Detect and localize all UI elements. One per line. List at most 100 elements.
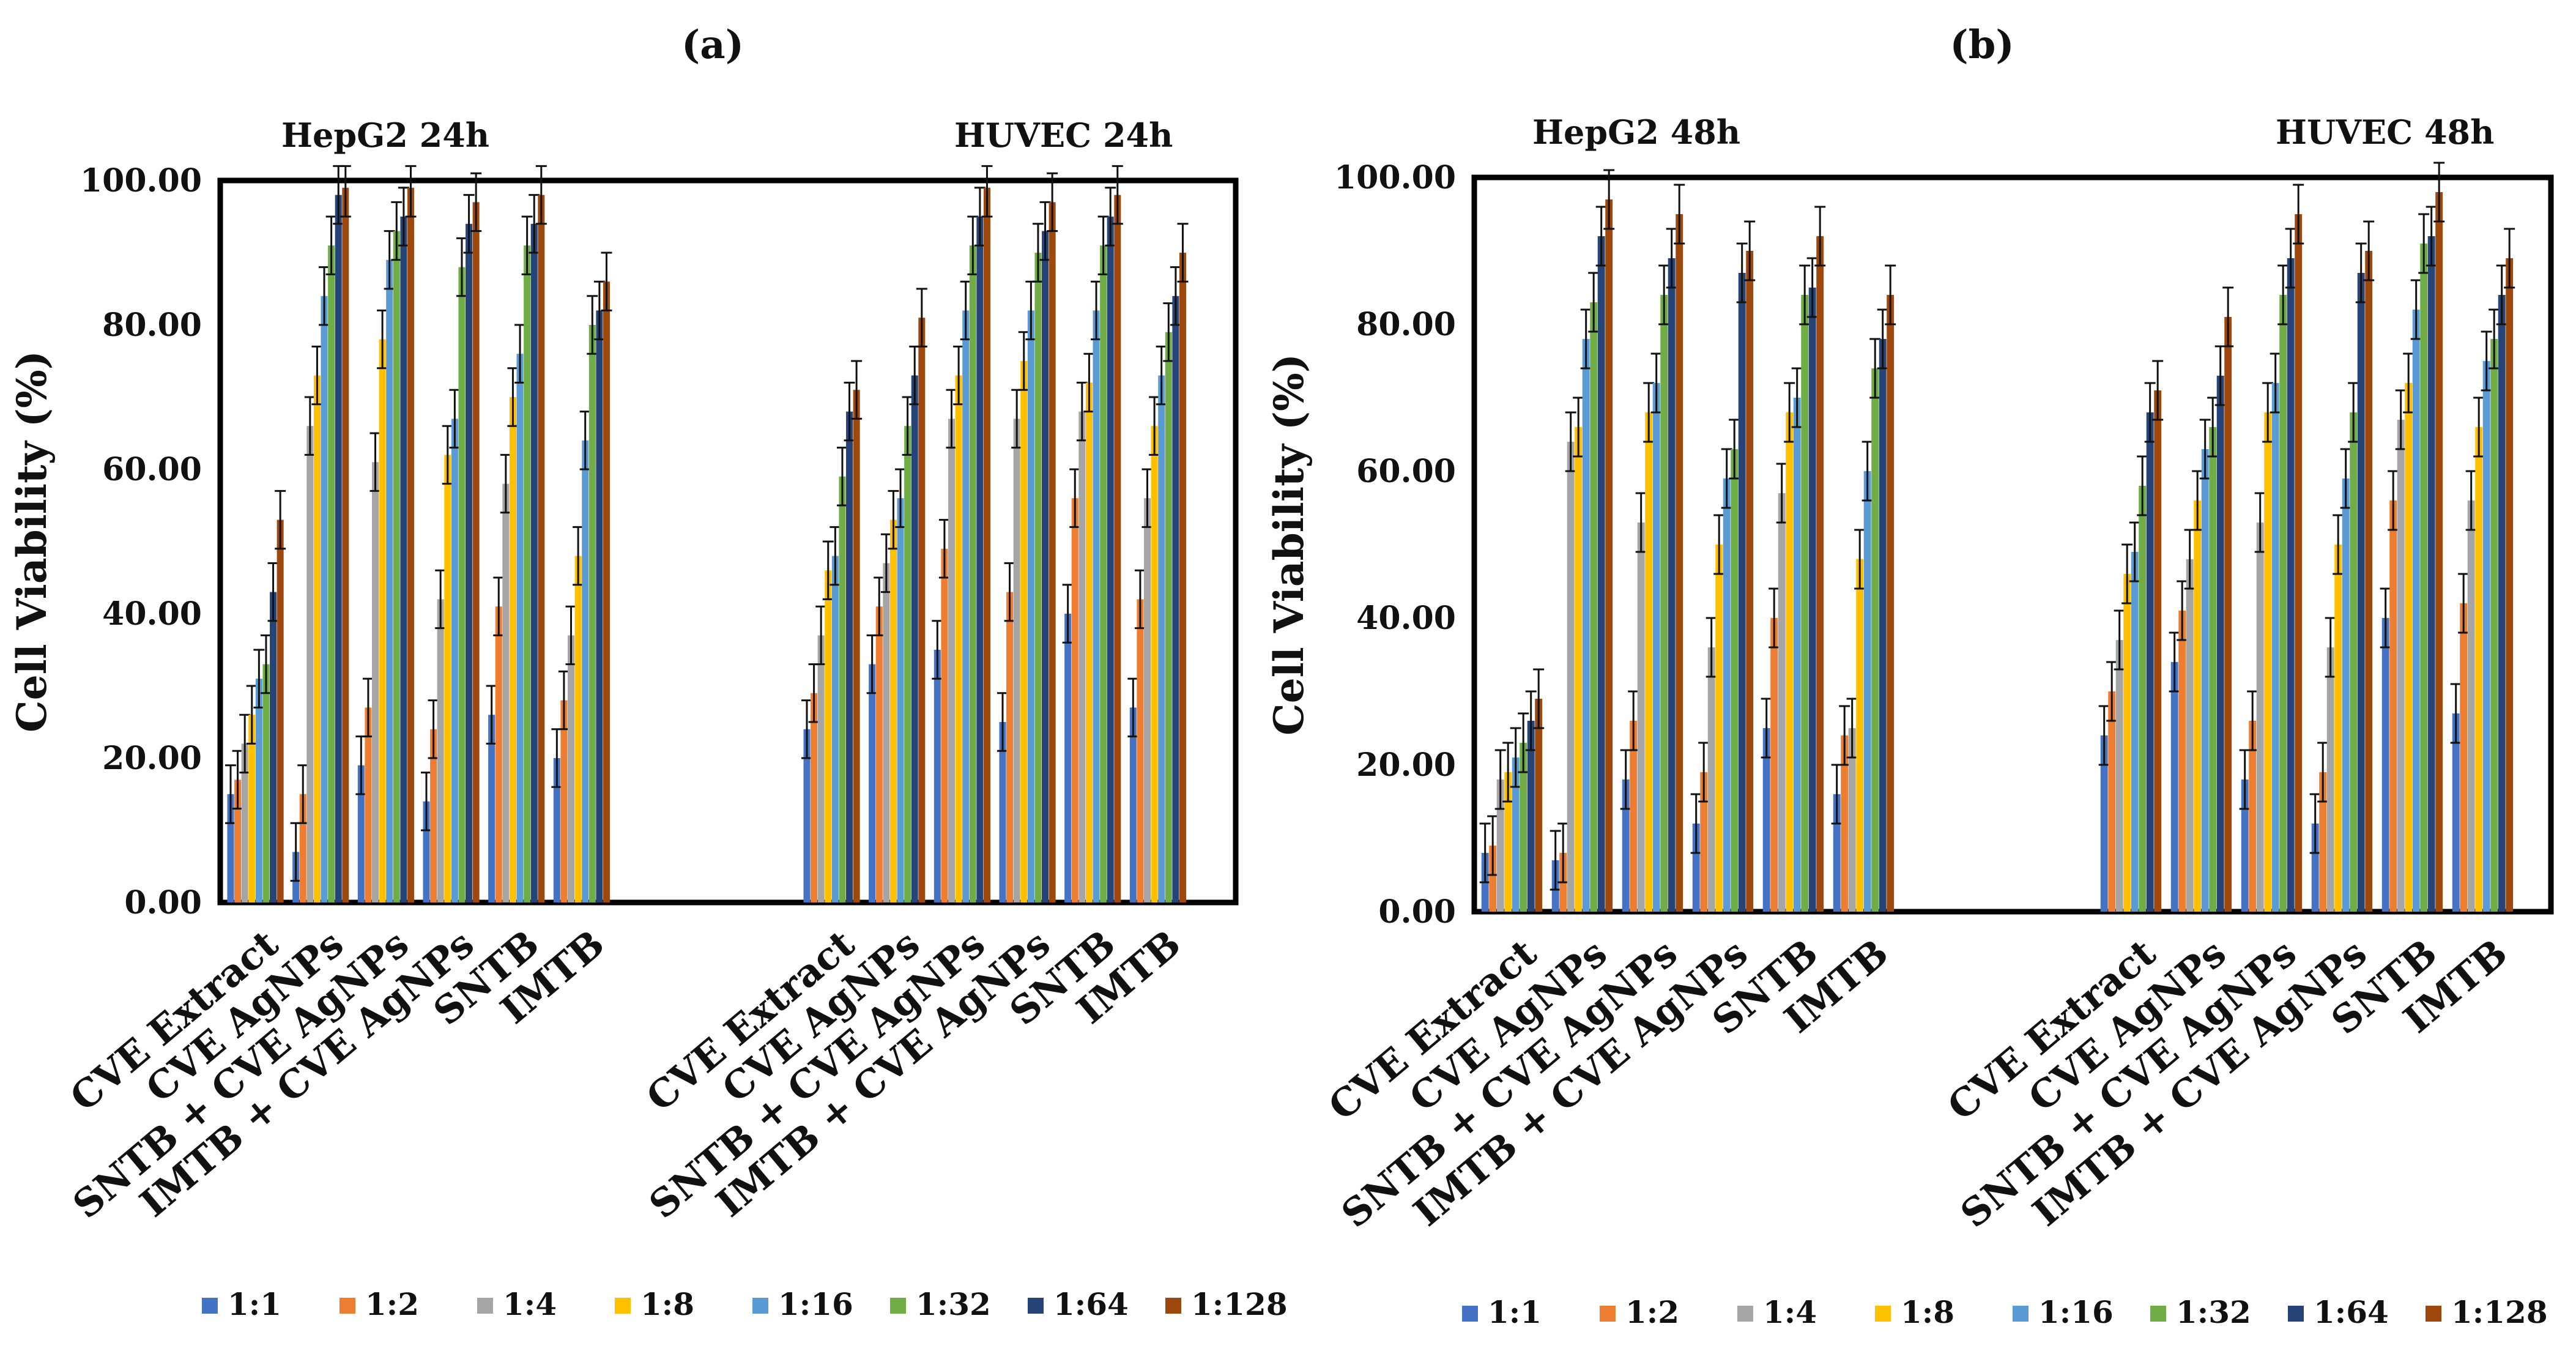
- y-tick-label: 40.00: [102, 595, 202, 633]
- bar: [2420, 244, 2428, 912]
- legend: 1:1 1:2 1:4 1:8 1:16 1:32 1:64 1:128: [202, 1286, 1288, 1322]
- bar: [2279, 295, 2287, 912]
- bar: [2334, 545, 2342, 912]
- bar: [1020, 361, 1028, 902]
- bar: [2397, 420, 2405, 912]
- bar: [365, 707, 372, 902]
- bar: [811, 693, 818, 902]
- group-title: HepG2 24h: [281, 116, 489, 155]
- bar: [603, 281, 610, 902]
- bar: [1715, 545, 1723, 912]
- bar: [1129, 707, 1137, 902]
- bar: [1042, 231, 1049, 903]
- y-tick-label: 60.00: [102, 451, 202, 488]
- y-tick-label: 60.00: [1356, 453, 1456, 490]
- plot-frame: [1471, 174, 2554, 915]
- bar: [2201, 449, 2209, 912]
- bar: [488, 715, 496, 902]
- legend-entry-label: 1:128: [1191, 1286, 1288, 1322]
- bar: [2256, 523, 2264, 912]
- bar: [2108, 691, 2116, 912]
- legend: 1:1 1:2 1:4 1:8 1:16 1:32 1:64 1:128: [1462, 1294, 2548, 1330]
- bar: [1151, 426, 1158, 902]
- bar: [1848, 728, 1856, 912]
- bar: [306, 426, 314, 902]
- bar: [2271, 383, 2279, 912]
- y-tick-label: 100.00: [1334, 159, 1456, 196]
- bar: [934, 650, 941, 902]
- legend-swatch: [2426, 1306, 2441, 1322]
- bar: [248, 715, 256, 902]
- bar: [941, 548, 948, 902]
- bar: [889, 519, 897, 902]
- bar: [466, 223, 473, 902]
- bar: [538, 195, 545, 903]
- legend-entry-label: 1:64: [2314, 1294, 2389, 1330]
- bar: [1801, 295, 1809, 912]
- bar: [277, 519, 284, 902]
- bar: [1158, 375, 1165, 902]
- bar: [2146, 412, 2154, 912]
- bar: [524, 245, 531, 903]
- bar: [999, 722, 1006, 902]
- legend-entry-label: 1:4: [1763, 1294, 1817, 1330]
- bar: [1630, 721, 1638, 912]
- bar: [2170, 662, 2178, 912]
- bar: [444, 455, 451, 902]
- bar: [1605, 199, 1613, 912]
- bar: [372, 462, 379, 902]
- bar: [1793, 398, 1801, 912]
- bar: [853, 390, 860, 902]
- bar: [2460, 603, 2468, 912]
- bar: [1723, 478, 1731, 912]
- legend-swatch: [477, 1298, 493, 1314]
- bar: [313, 375, 321, 902]
- bar: [2287, 258, 2295, 912]
- bar: [227, 794, 234, 902]
- bar: [825, 570, 832, 902]
- bar: [1863, 471, 1871, 912]
- bar: [1172, 296, 1179, 902]
- legend-entry-label: 1:8: [640, 1286, 694, 1322]
- bar: [430, 729, 437, 902]
- bar: [1676, 214, 1683, 912]
- group-title: HepG2 48h: [1532, 113, 1740, 152]
- bar: [588, 325, 596, 902]
- bar: [869, 664, 876, 902]
- bar: [2452, 713, 2460, 912]
- y-axis-label: Cell Viability (%): [1265, 354, 1313, 735]
- legend-entry-label: 1:2: [1625, 1294, 1679, 1330]
- legend-swatch: [2013, 1306, 2029, 1322]
- bar: [328, 245, 335, 903]
- bar: [904, 426, 911, 902]
- bar: [1668, 258, 1676, 912]
- bar: [502, 483, 510, 902]
- bar: [1527, 721, 1535, 912]
- bar: [883, 563, 890, 902]
- bar: [2216, 376, 2224, 912]
- bar: [495, 606, 502, 902]
- bar: [2342, 478, 2350, 912]
- bar: [1786, 412, 1794, 912]
- bar: [1489, 846, 1497, 912]
- bar: [1833, 794, 1841, 912]
- bar: [2482, 361, 2490, 912]
- bar: [1637, 523, 1645, 912]
- y-tick-label: 40.00: [1356, 600, 1456, 637]
- bar: [2405, 383, 2413, 912]
- bar: [1144, 498, 1151, 902]
- bar: [2498, 295, 2506, 912]
- bar: [596, 310, 603, 902]
- bar: [2194, 501, 2202, 912]
- legend-entry-label: 1:16: [778, 1286, 853, 1322]
- legend-swatch: [1875, 1306, 1891, 1322]
- legend-swatch: [1028, 1298, 1044, 1314]
- bar: [1137, 599, 1144, 902]
- bar: [2249, 721, 2257, 912]
- bar: [817, 635, 825, 902]
- bar: [1597, 236, 1605, 912]
- bar: [948, 419, 956, 902]
- bar: [451, 419, 458, 902]
- group-title: HUVEC 48h: [2276, 113, 2494, 152]
- bar: [1808, 288, 1816, 912]
